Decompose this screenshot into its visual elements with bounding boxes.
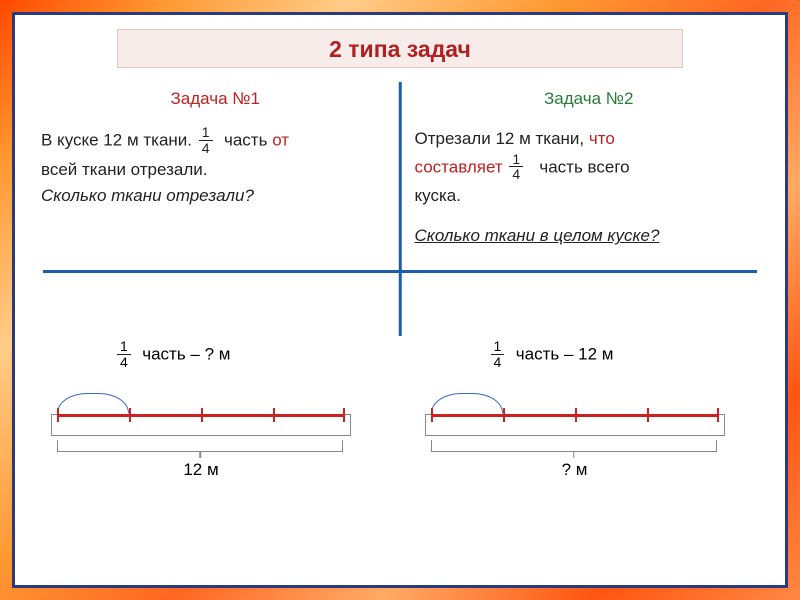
tick-mark <box>57 408 59 422</box>
tick-mark <box>647 408 649 422</box>
task2-line1: Отрезали 12 м ткани, что <box>415 126 763 152</box>
frac-num: 1 <box>491 339 505 355</box>
frac-num: 1 <box>509 152 523 168</box>
task2-red-chto: что <box>589 129 615 148</box>
frac-num: 1 <box>199 125 213 141</box>
task2-heading: Задача №2 <box>415 86 763 112</box>
arc-icon <box>431 393 503 413</box>
frac-den: 4 <box>491 355 505 370</box>
fraction-icon: 1 4 <box>199 125 213 155</box>
tick-mark <box>343 408 345 422</box>
frac-num: 1 <box>117 339 131 355</box>
vertical-divider <box>399 82 402 336</box>
diag2-part-label: 1 4 часть – 12 м <box>489 340 763 370</box>
frac-den: 4 <box>199 141 213 156</box>
diag1-part-text: часть – ? м <box>142 345 230 364</box>
fraction-icon: 1 4 <box>491 339 505 369</box>
task2-line3: куска. <box>415 183 763 209</box>
tick-mark <box>717 408 719 422</box>
diag2-whole-label: ? м <box>425 460 725 480</box>
bracket-icon <box>57 440 343 452</box>
frac-den: 4 <box>117 355 131 370</box>
task1-red-ot: от <box>272 131 289 150</box>
fraction-icon: 1 4 <box>117 339 131 369</box>
task1-line1: В куске 12 м ткани. 1 4 часть от <box>41 126 389 156</box>
tick-mark <box>129 408 131 422</box>
tick-mark <box>273 408 275 422</box>
title-bar: 2 типа задач <box>117 29 683 68</box>
task1-column: Задача №1 В куске 12 м ткани. 1 4 часть … <box>41 86 389 209</box>
horizontal-divider <box>43 270 757 273</box>
task1-text-a: В куске 12 м ткани. <box>41 131 192 150</box>
task2-red-sost: составляет <box>415 157 503 176</box>
diag1-whole-label: 12 м <box>51 460 351 480</box>
task1-line2: всей ткани отрезали. <box>41 157 389 183</box>
slide-frame: 2 типа задач Задача №1 В куске 12 м ткан… <box>12 12 788 588</box>
diag2-bar: ? м <box>425 378 725 458</box>
tick-mark <box>503 408 505 422</box>
diag1-part-label: 1 4 часть – ? м <box>115 340 389 370</box>
tick-mark <box>575 408 577 422</box>
diag1-bar: 12 м <box>51 378 351 458</box>
diagram-1: 1 4 часть – ? м 12 м <box>41 340 389 458</box>
task1-question: Сколько ткани отрезали? <box>41 183 389 209</box>
tick-mark <box>431 408 433 422</box>
task2-text-a: Отрезали 12 м ткани, <box>415 129 585 148</box>
fraction-icon: 1 4 <box>509 152 523 182</box>
arc-icon <box>57 393 129 413</box>
frac-den: 4 <box>509 167 523 182</box>
task2-text-b: часть всего <box>539 157 629 176</box>
bracket-icon <box>431 440 717 452</box>
slide-title: 2 типа задач <box>329 36 471 62</box>
task1-text-b: часть <box>224 131 267 150</box>
tick-mark <box>201 408 203 422</box>
task2-question: Сколько ткани в целом куске? <box>415 223 763 249</box>
spacer <box>415 209 763 223</box>
task2-column: Задача №2 Отрезали 12 м ткани, что соста… <box>415 86 763 250</box>
task2-line2: составляет 1 4 часть всего <box>415 153 763 183</box>
diag2-part-text: часть – 12 м <box>516 345 614 364</box>
diagram-2: 1 4 часть – 12 м ? м <box>415 340 763 458</box>
task1-heading: Задача №1 <box>41 86 389 112</box>
content-grid: Задача №1 В куске 12 м ткани. 1 4 часть … <box>37 76 763 536</box>
